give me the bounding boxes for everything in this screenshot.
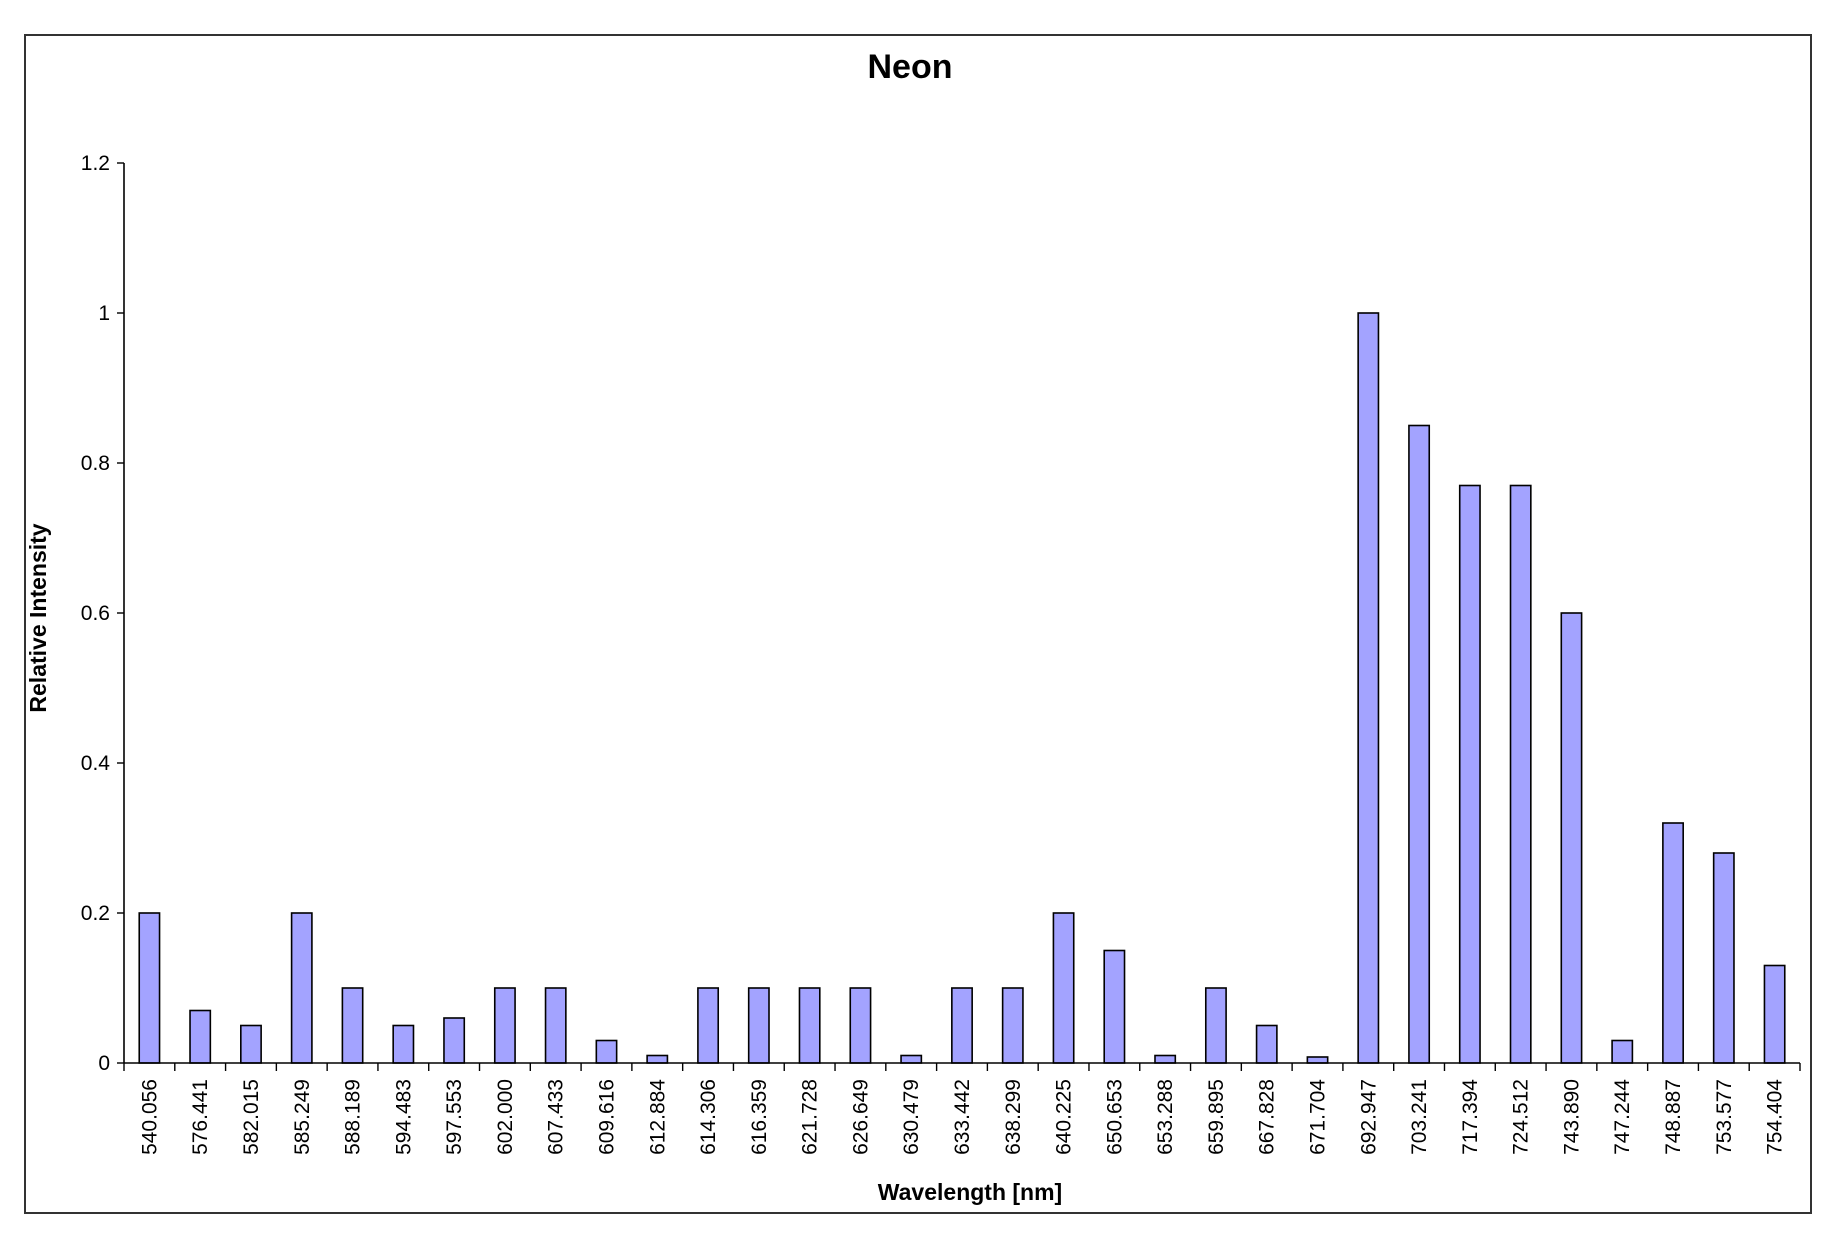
bar-626.649 <box>849 987 872 1064</box>
bar-633.442 <box>951 987 973 1064</box>
x-tick-label: 692.947 <box>1357 1079 1380 1155</box>
x-tick-label: 576.441 <box>189 1079 212 1155</box>
x-tick-label: 650.653 <box>1103 1079 1126 1155</box>
bar-576.441 <box>189 1009 212 1064</box>
bar-609.616 <box>595 1039 618 1064</box>
y-tick-label: 1.2 <box>81 152 110 175</box>
bar-724.512 <box>1509 484 1532 1064</box>
x-tick-label: 747.244 <box>1611 1079 1634 1155</box>
x-tick-label: 588.189 <box>342 1079 365 1155</box>
x-tick-label: 607.433 <box>545 1079 568 1155</box>
bar-754.404 <box>1763 964 1786 1064</box>
bar-614.306 <box>697 987 720 1064</box>
bar-650.653 <box>1103 949 1126 1064</box>
x-tick-label: 703.241 <box>1408 1079 1431 1155</box>
y-tick-label: 0.6 <box>81 602 110 625</box>
y-tick-label: 0.2 <box>81 902 110 925</box>
x-tick-label: 612.884 <box>646 1079 669 1155</box>
x-tick-label: 748.887 <box>1662 1079 1685 1155</box>
x-axis-title: Wavelength [nm] <box>878 1179 1062 1205</box>
x-tick-label: 614.306 <box>697 1079 720 1155</box>
bar-671.704 <box>1306 1056 1329 1064</box>
y-tick-label: 1 <box>98 302 110 325</box>
bar-594.483 <box>392 1024 415 1064</box>
x-tick-label: 540.056 <box>138 1079 161 1155</box>
x-tick-label: 621.728 <box>799 1079 822 1155</box>
bar-748.887 <box>1662 822 1684 1064</box>
bar-582.015 <box>240 1024 262 1064</box>
x-tick-label: 717.394 <box>1459 1079 1482 1155</box>
bar-753.577 <box>1712 852 1735 1064</box>
bar-616.359 <box>747 987 770 1064</box>
x-tick-label: 671.704 <box>1307 1079 1330 1155</box>
x-tick-label: 597.553 <box>443 1079 466 1155</box>
bar-659.895 <box>1204 987 1227 1064</box>
bar-703.241 <box>1408 424 1431 1064</box>
y-tick-label: 0 <box>98 1052 110 1075</box>
bar-638.299 <box>1001 987 1024 1064</box>
bars-group <box>138 312 1786 1064</box>
bar-602.000 <box>493 987 516 1064</box>
x-tick-label: 659.895 <box>1205 1079 1228 1155</box>
bar-607.433 <box>544 987 567 1064</box>
chart-title: Neon <box>868 48 953 86</box>
x-tick-label: 594.483 <box>392 1079 415 1155</box>
bar-630.479 <box>900 1054 923 1064</box>
x-tick-label: 585.249 <box>291 1079 314 1155</box>
x-tick-label: 754.404 <box>1764 1079 1787 1155</box>
x-tick-label: 640.225 <box>1053 1079 1076 1155</box>
y-tick-label: 0.4 <box>81 752 111 775</box>
x-tick-label: 743.890 <box>1560 1079 1583 1155</box>
bar-612.884 <box>646 1054 669 1064</box>
x-tick-label: 638.299 <box>1002 1079 1025 1155</box>
x-tick-label: 582.015 <box>240 1079 263 1155</box>
bar-717.394 <box>1458 484 1481 1064</box>
bar-597.553 <box>443 1017 466 1064</box>
bar-540.056 <box>138 912 161 1064</box>
bar-653.288 <box>1154 1054 1177 1064</box>
bar-743.890 <box>1560 612 1583 1064</box>
bar-chart: Neon Relative Intensity Wavelength [nm] … <box>26 48 1801 1205</box>
x-tick-label: 602.000 <box>494 1079 517 1155</box>
x-tick-label: 616.359 <box>748 1079 771 1155</box>
y-axis-ticks: 0 0.2 0.4 0.6 0.8 1 1.2 <box>81 152 124 1075</box>
x-tick-label: 630.479 <box>900 1079 923 1155</box>
bar-621.728 <box>798 987 821 1064</box>
y-axis-title: Relative Intensity <box>26 523 51 712</box>
x-axis-ticks: 540.056 576.441 582.015 585.249 588.189 594.4… <box>123 1063 1801 1155</box>
chart-frame: Neon Relative Intensity Wavelength [nm] … <box>24 34 1812 1214</box>
y-tick-label: 0.8 <box>81 452 110 475</box>
x-tick-label: 753.577 <box>1713 1079 1736 1155</box>
x-tick-label: 653.288 <box>1154 1079 1177 1155</box>
bar-588.189 <box>341 987 364 1064</box>
x-tick-label: 633.442 <box>951 1079 974 1155</box>
bar-747.244 <box>1611 1039 1634 1064</box>
bar-585.249 <box>290 912 313 1064</box>
x-tick-label: 724.512 <box>1510 1079 1533 1155</box>
x-tick-label: 626.649 <box>849 1079 872 1155</box>
x-tick-label: 609.616 <box>595 1079 618 1155</box>
bar-667.828 <box>1255 1024 1278 1064</box>
bar-640.225 <box>1052 912 1075 1064</box>
bar-692.947 <box>1357 312 1380 1064</box>
x-tick-label: 667.828 <box>1256 1079 1279 1155</box>
